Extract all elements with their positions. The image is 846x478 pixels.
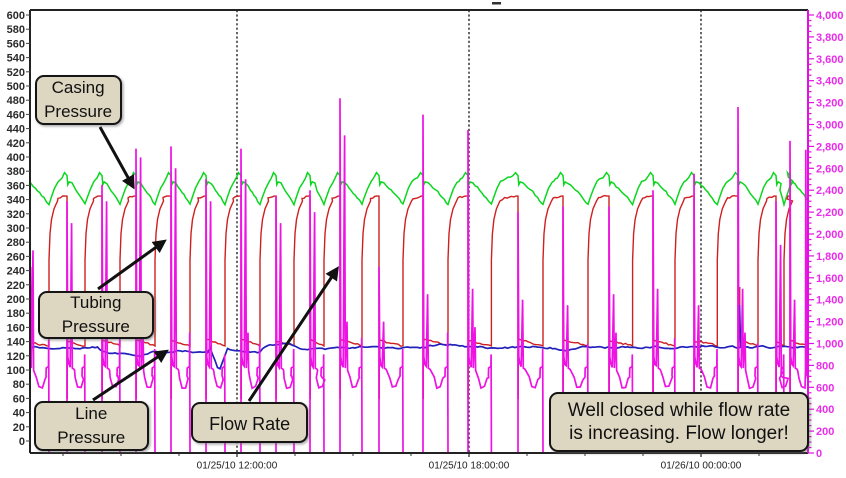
svg-text:80: 80 <box>13 379 25 391</box>
svg-text:1,000: 1,000 <box>816 339 844 351</box>
svg-text:200: 200 <box>816 426 834 438</box>
svg-text:500: 500 <box>7 81 25 93</box>
svg-text:60: 60 <box>13 393 25 405</box>
svg-text:2,800: 2,800 <box>816 141 844 153</box>
svg-text:160: 160 <box>7 322 25 334</box>
svg-text:01/26/10 00:00:00: 01/26/10 00:00:00 <box>661 461 742 472</box>
svg-text:100: 100 <box>7 365 25 377</box>
svg-text:4,000: 4,000 <box>816 10 844 22</box>
svg-text:40: 40 <box>13 408 25 420</box>
svg-text:480: 480 <box>7 95 25 107</box>
svg-text:220: 220 <box>7 280 25 292</box>
svg-text:1,400: 1,400 <box>816 295 844 307</box>
svg-text:340: 340 <box>7 195 25 207</box>
svg-text:320: 320 <box>7 209 25 221</box>
svg-text:3,200: 3,200 <box>816 98 844 110</box>
svg-text:0: 0 <box>816 448 822 460</box>
svg-text:2,200: 2,200 <box>816 207 844 219</box>
svg-text:280: 280 <box>7 237 25 249</box>
svg-text:540: 540 <box>7 53 25 65</box>
svg-text:20: 20 <box>13 422 25 434</box>
svg-text:3,800: 3,800 <box>816 32 844 44</box>
svg-text:3,600: 3,600 <box>816 54 844 66</box>
svg-text:600: 600 <box>7 10 25 22</box>
svg-text:01/25/10 18:00:00: 01/25/10 18:00:00 <box>429 461 510 472</box>
svg-text:560: 560 <box>7 38 25 50</box>
svg-text:3,000: 3,000 <box>816 120 844 132</box>
svg-text:300: 300 <box>7 223 25 235</box>
svg-text:180: 180 <box>7 308 25 320</box>
svg-text:1,600: 1,600 <box>816 273 844 285</box>
svg-text:260: 260 <box>7 251 25 263</box>
svg-text:460: 460 <box>7 109 25 121</box>
svg-text:2,400: 2,400 <box>816 185 844 197</box>
svg-text:600: 600 <box>816 382 834 394</box>
svg-text:200: 200 <box>7 294 25 306</box>
svg-text:520: 520 <box>7 67 25 79</box>
svg-text:800: 800 <box>816 360 834 372</box>
svg-text:360: 360 <box>7 180 25 192</box>
svg-text:400: 400 <box>816 404 834 416</box>
svg-text:1,800: 1,800 <box>816 251 844 263</box>
svg-text:0: 0 <box>19 436 25 448</box>
svg-text:580: 580 <box>7 24 25 36</box>
svg-text:400: 400 <box>7 152 25 164</box>
svg-text:120: 120 <box>7 351 25 363</box>
svg-text:3,400: 3,400 <box>816 76 844 88</box>
svg-text:380: 380 <box>7 166 25 178</box>
svg-text:240: 240 <box>7 266 25 278</box>
svg-text:1,200: 1,200 <box>816 317 844 329</box>
svg-text:01/25/10 12:00:00: 01/25/10 12:00:00 <box>197 461 278 472</box>
svg-text:2,600: 2,600 <box>816 163 844 175</box>
svg-text:2,000: 2,000 <box>816 229 844 241</box>
svg-text:440: 440 <box>7 124 25 136</box>
svg-text:140: 140 <box>7 337 25 349</box>
svg-text:420: 420 <box>7 138 25 150</box>
